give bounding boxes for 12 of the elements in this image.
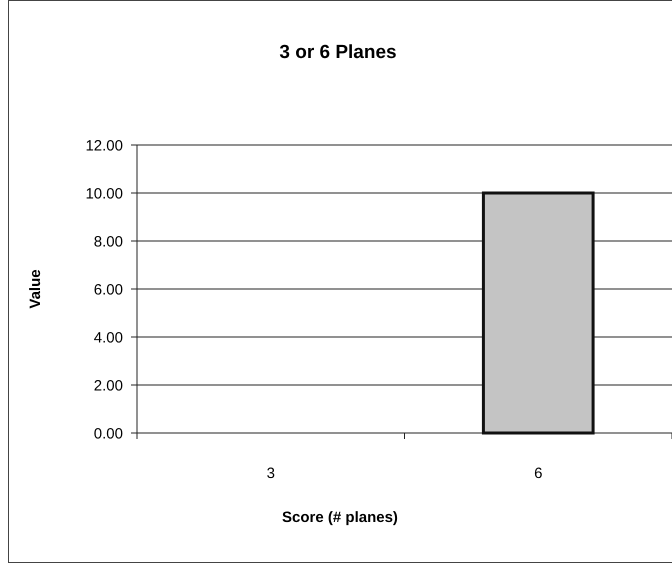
y-tick-label: 6.00 — [94, 281, 123, 298]
y-tick-label: 2.00 — [94, 377, 123, 394]
y-tick-label: 12.00 — [85, 137, 123, 154]
x-tick-label: 6 — [534, 465, 542, 482]
y-tick-label: 0.00 — [94, 425, 123, 442]
chart-title: 3 or 6 Planes — [279, 42, 397, 63]
y-tick-label: 4.00 — [94, 329, 123, 346]
x-tick-label: 3 — [266, 465, 275, 482]
y-axis-title: Value — [27, 269, 44, 309]
y-tick-label: 10.00 — [85, 185, 123, 202]
y-tick-label: 8.00 — [94, 233, 123, 250]
x-axis-title: Score (# planes) — [282, 509, 398, 526]
